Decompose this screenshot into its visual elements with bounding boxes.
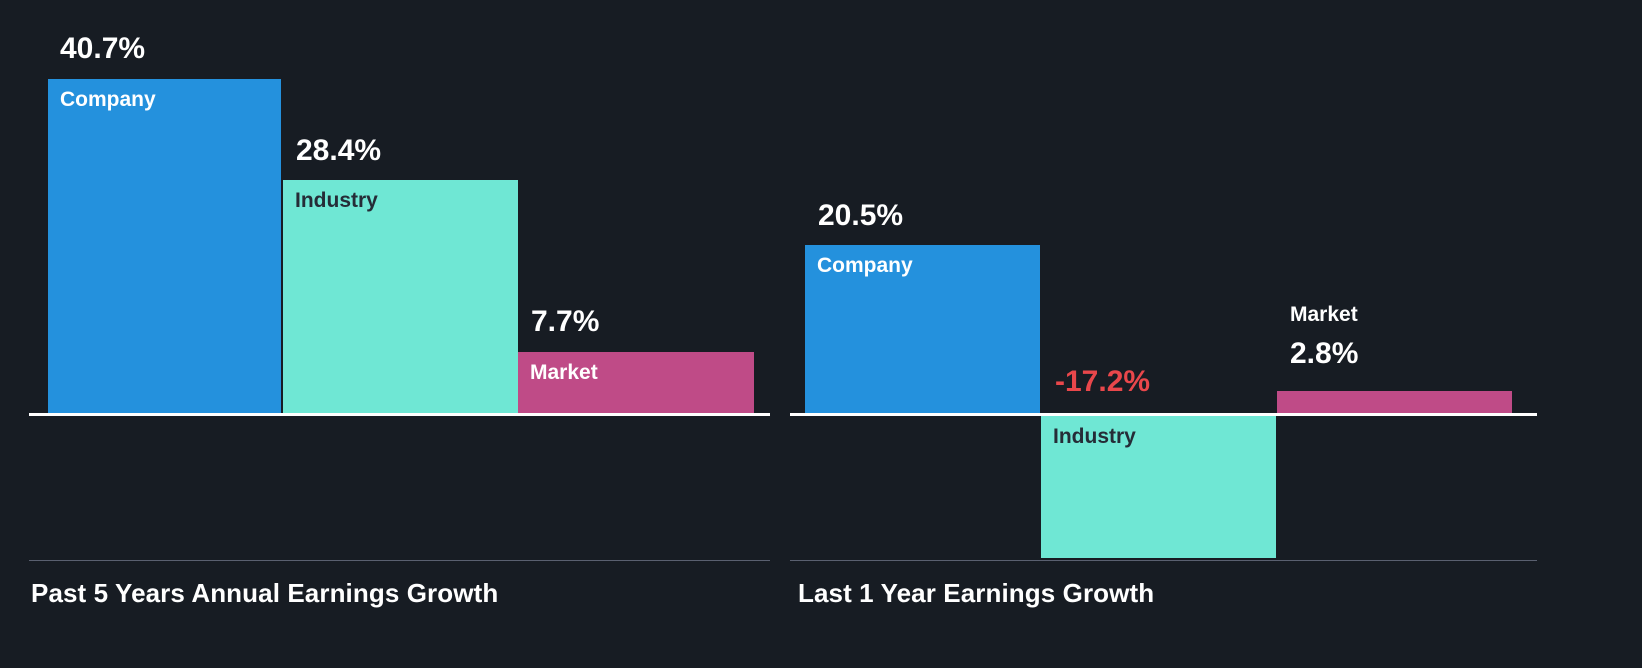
left-zero-axis-line	[29, 413, 770, 416]
left-bar-industry[interactable]: Industry	[283, 180, 518, 414]
past-5-years-chart-panel: 40.7% Company 28.4% Industry 7.7% Market…	[0, 0, 790, 668]
right-company-value-label: 20.5%	[818, 199, 904, 232]
left-bar-industry-name: Industry	[295, 189, 378, 212]
left-panel-title: Past 5 Years Annual Earnings Growth	[31, 578, 499, 608]
right-bottom-divider	[790, 560, 1537, 561]
right-market-value-label: 2.8%	[1290, 337, 1359, 370]
last-1-year-chart-panel: 20.5% Company -17.2% Industry Market 2.8…	[790, 0, 1642, 668]
left-company-value-label: 40.7%	[60, 32, 146, 65]
left-plot-area: 40.7% Company 28.4% Industry 7.7% Market	[0, 0, 790, 560]
left-bottom-divider	[29, 560, 770, 561]
right-industry-value-label: -17.2%	[1055, 365, 1151, 398]
left-bar-company-name: Company	[60, 88, 156, 111]
right-bar-company[interactable]: Company	[805, 245, 1040, 414]
left-bar-market[interactable]: Market	[518, 352, 754, 414]
right-market-outside-labels: Market 2.8%	[1290, 303, 1358, 371]
right-bar-industry-name: Industry	[1053, 425, 1136, 448]
right-plot-area: 20.5% Company -17.2% Industry Market 2.8…	[790, 0, 1642, 560]
right-bar-market-name: Market	[1290, 303, 1358, 326]
left-industry-value-label: 28.4%	[296, 134, 382, 167]
left-market-value-label: 7.7%	[531, 305, 600, 338]
right-bar-market[interactable]	[1277, 391, 1512, 414]
right-zero-axis-line	[790, 413, 1537, 416]
right-panel-title: Last 1 Year Earnings Growth	[798, 578, 1155, 608]
right-bar-company-name: Company	[817, 254, 913, 277]
left-bar-market-name: Market	[530, 361, 598, 384]
left-bar-company[interactable]: Company	[48, 79, 281, 414]
right-bar-industry[interactable]: Industry	[1041, 416, 1276, 558]
